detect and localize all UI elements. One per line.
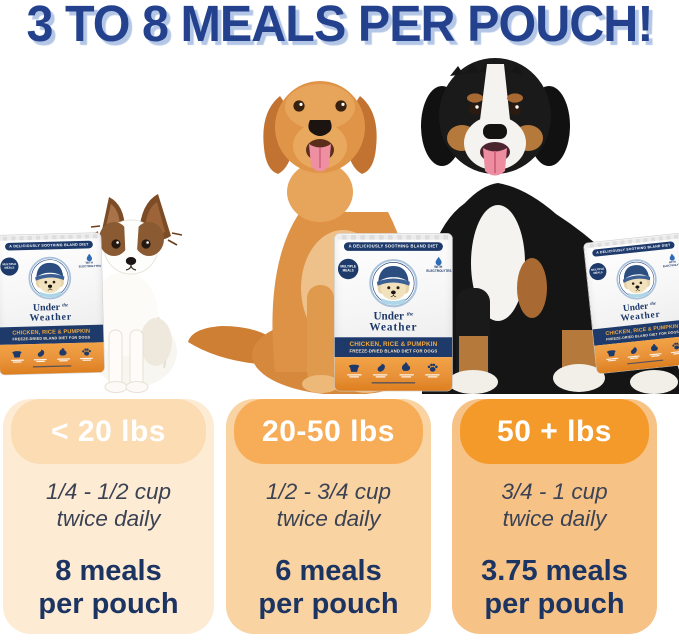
flavor-name: CHICKEN, RICE & PUMPKIN bbox=[349, 340, 438, 349]
brand-name: Under the Weather bbox=[334, 310, 453, 333]
paw-icon bbox=[82, 348, 91, 356]
pouch-feature-panel bbox=[334, 357, 453, 391]
net-weight-fine-print bbox=[627, 359, 664, 365]
electrolytes-badge: WITH ELECTROLYTES bbox=[662, 253, 679, 269]
paw-icon bbox=[672, 342, 679, 350]
multiple-meals-badge: MULTIPLE MEALS bbox=[337, 258, 359, 280]
product-pouch-large: A DELICIOUSLY SOOTHING BLAND DIET MULTIP… bbox=[583, 232, 679, 375]
chicken-icon bbox=[651, 344, 658, 352]
brand-logo-dog-in-hat bbox=[616, 259, 657, 300]
weight-label: 20-50 lbs bbox=[262, 414, 395, 448]
brand-word-weather: Weather bbox=[369, 320, 418, 334]
water-drop-icon bbox=[435, 256, 442, 266]
meals-per-pouch: 6 meals per pouch bbox=[258, 555, 399, 621]
under-the-weather-pouch: A DELICIOUSLY SOOTHING BLAND DIET MULTIP… bbox=[583, 232, 679, 375]
product-title-band: CHICKEN, RICE & PUMPKIN FREEZE-DRIED BLA… bbox=[334, 337, 453, 358]
paw-icon bbox=[427, 363, 438, 372]
meals-per-pouch: 3.75 meals per pouch bbox=[481, 555, 628, 621]
page-title: 3 TO 8 MEALS PER POUCH! bbox=[26, 0, 653, 52]
brand-logo-dog-in-hat bbox=[28, 256, 72, 300]
electrolytes-badge: WITH ELECTROLYTES bbox=[78, 253, 101, 269]
weight-label: 50 + lbs bbox=[497, 414, 612, 448]
stomach-icon bbox=[37, 348, 45, 357]
brand-word-the: the bbox=[62, 302, 69, 308]
product-subtitle: FREEZE-DRIED BLAND DIET FOR DOGS bbox=[349, 348, 438, 354]
serving-instructions: 3/4 - 1 cup twice daily bbox=[501, 479, 608, 531]
brand-name: Under the Weather bbox=[0, 301, 104, 324]
chicken-icon bbox=[59, 348, 67, 356]
product-subtitle: FREEZE-DRIED BLAND DIET FOR DOGS bbox=[12, 335, 91, 342]
pouch-tagline: A DELICIOUSLY SOOTHING BLAND DIET bbox=[343, 242, 443, 251]
product-pouch-medium: A DELICIOUSLY SOOTHING BLAND DIET MULTIP… bbox=[334, 233, 453, 392]
electrolytes-badge: WITH ELECTROLYTES bbox=[426, 256, 451, 274]
brand-word-under: Under bbox=[373, 309, 404, 323]
chicken-icon bbox=[402, 362, 411, 371]
bowl-icon bbox=[349, 364, 360, 372]
weight-badge: < 20 lbs bbox=[11, 399, 206, 464]
papillon-dog-photo bbox=[89, 194, 183, 393]
bowl-icon bbox=[12, 351, 22, 358]
meals-per-pouch: 8 meals per pouch bbox=[38, 555, 179, 621]
water-drop-icon bbox=[86, 253, 92, 262]
under-the-weather-pouch: A DELICIOUSLY SOOTHING BLAND DIET MULTIP… bbox=[0, 232, 105, 376]
brand-logo-dog-in-hat bbox=[369, 259, 418, 308]
net-weight-fine-print bbox=[371, 381, 416, 384]
feeding-column-under-20lbs: < 20 lbs 1/4 - 1/2 cup twice daily 8 mea… bbox=[3, 399, 214, 634]
pouch-seal bbox=[337, 234, 450, 240]
net-weight-fine-print bbox=[32, 364, 72, 368]
under-the-weather-pouch: A DELICIOUSLY SOOTHING BLAND DIET MULTIP… bbox=[334, 233, 453, 392]
brand-word-the: the bbox=[649, 300, 657, 307]
water-drop-icon bbox=[669, 253, 675, 261]
weight-badge: 20-50 lbs bbox=[234, 399, 423, 464]
weight-label: < 20 lbs bbox=[51, 414, 166, 448]
stomach-icon bbox=[630, 346, 637, 354]
bowl-icon bbox=[607, 350, 616, 357]
feeding-column-over-50lbs: 50 + lbs 3/4 - 1 cup twice daily 3.75 me… bbox=[452, 399, 657, 634]
product-pouch-small: A DELICIOUSLY SOOTHING BLAND DIET MULTIP… bbox=[0, 232, 105, 376]
pouch-feature-panel bbox=[0, 342, 105, 375]
serving-instructions: 1/4 - 1/2 cup twice daily bbox=[45, 479, 172, 531]
serving-instructions: 1/2 - 3/4 cup twice daily bbox=[265, 479, 392, 531]
weight-badge: 50 + lbs bbox=[460, 399, 649, 464]
feeding-column-20-50lbs: 20-50 lbs 1/2 - 3/4 cup twice daily 6 me… bbox=[226, 399, 431, 634]
brand-word-the: the bbox=[406, 310, 414, 317]
stomach-icon bbox=[377, 362, 385, 372]
